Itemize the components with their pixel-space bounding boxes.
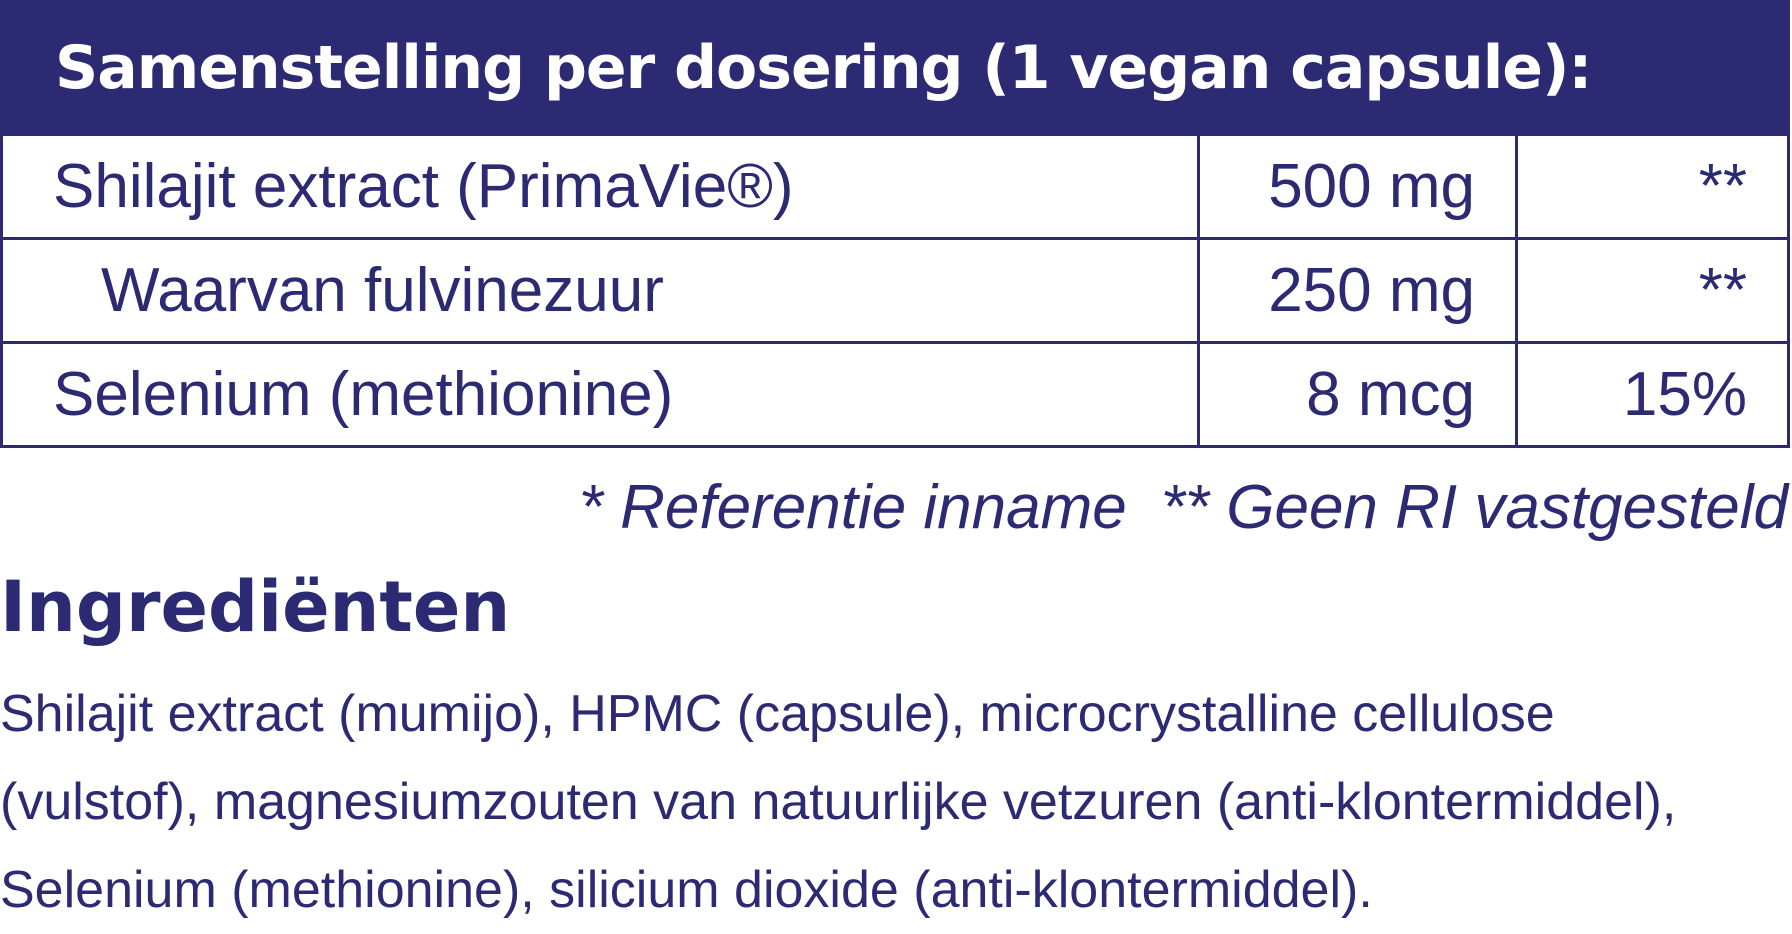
ri-footnote: * Referentie inname ** Geen RI vastgestel… [579, 468, 1788, 548]
table-row: Selenium (methionine) 8 mcg 15% [3, 341, 1787, 445]
ingredients-line: Selenium (methionine), silicium dioxide … [0, 861, 1373, 919]
amount-cell: 8 mcg [1200, 344, 1518, 445]
composition-table-header: Samenstelling per dosering (1 vegan caps… [3, 3, 1787, 133]
ingredient-name-cell: Waarvan fulvinezuur [3, 240, 1200, 341]
ri-cell: ** [1698, 152, 1747, 221]
ingredient-name-cell: Selenium (methionine) [3, 344, 1200, 445]
ingredients-text: Shilajit extract (mumijo), HPMC (capsule… [0, 670, 1792, 934]
ri-cell: 15% [1622, 360, 1747, 429]
ingredients-line: (vulstof), magnesiumzouten van natuurlij… [0, 773, 1677, 831]
composition-table: Samenstelling per dosering (1 vegan caps… [0, 0, 1790, 448]
amount-cell: 500 mg [1200, 136, 1518, 237]
ri-cell: ** [1698, 256, 1747, 325]
ingredient-name-cell: Shilajit extract (PrimaVie®) [3, 136, 1200, 237]
ingredients-title: Ingrediënten [0, 566, 511, 648]
amount-cell: 250 mg [1200, 240, 1518, 341]
table-row: Shilajit extract (PrimaVie®) 500 mg ** [3, 133, 1787, 237]
ingredients-line: Shilajit extract (mumijo), HPMC (capsule… [0, 685, 1555, 743]
table-row: Waarvan fulvinezuur 250 mg ** [3, 237, 1787, 341]
reference-intake-note: * Referentie inname [578, 473, 1127, 542]
no-ri-note: ** Geen RI vastgesteld [1160, 473, 1788, 542]
